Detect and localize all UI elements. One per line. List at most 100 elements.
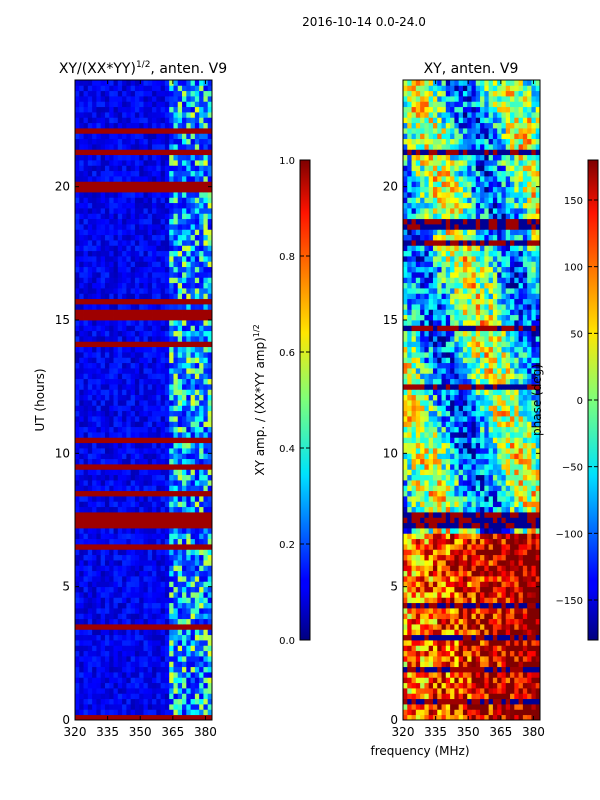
amplitude-cell bbox=[207, 437, 212, 444]
amplitude-cell bbox=[100, 618, 106, 625]
phase-cell bbox=[527, 634, 532, 641]
amplitude-cell bbox=[75, 192, 80, 198]
amplitude-cell bbox=[203, 698, 209, 705]
amplitude-cell bbox=[164, 549, 170, 556]
phase-cell bbox=[492, 677, 498, 684]
amplitude-cell bbox=[79, 272, 84, 278]
amplitude-cell bbox=[160, 522, 166, 529]
amplitude-cell bbox=[147, 576, 153, 582]
amplitude-cell bbox=[182, 170, 187, 177]
amplitude-cell bbox=[169, 640, 174, 646]
amplitude-cell bbox=[130, 293, 136, 300]
amplitude-cell bbox=[207, 709, 212, 716]
amplitude-cell bbox=[92, 117, 97, 124]
amplitude-cell bbox=[173, 586, 179, 593]
amplitude-cell bbox=[92, 282, 97, 289]
amplitude-cell bbox=[87, 544, 93, 550]
amplitude-cell bbox=[199, 496, 204, 502]
amplitude-cell bbox=[182, 554, 187, 561]
amplitude-cell bbox=[173, 496, 179, 502]
amplitude-cell bbox=[134, 245, 140, 252]
amplitude-cell bbox=[143, 176, 149, 182]
amplitude-cell bbox=[186, 485, 191, 492]
phase-cell bbox=[411, 592, 417, 598]
amplitude-cell bbox=[96, 224, 102, 230]
amplitude-cell bbox=[203, 266, 209, 273]
amplitude-cell bbox=[75, 528, 80, 534]
amplitude-cell bbox=[186, 282, 191, 289]
amplitude-cell bbox=[100, 682, 106, 689]
amplitude-cell bbox=[164, 165, 170, 172]
amplitude-cell bbox=[96, 394, 102, 401]
phase-cell bbox=[522, 661, 528, 668]
amplitude-cell bbox=[139, 85, 144, 92]
amplitude-cell bbox=[182, 112, 187, 118]
amplitude-cell bbox=[190, 128, 196, 134]
amplitude-cell bbox=[134, 496, 140, 502]
amplitude-cell bbox=[199, 453, 204, 460]
amplitude-cell bbox=[160, 421, 166, 428]
amplitude-cell bbox=[109, 293, 114, 300]
amplitude-cell bbox=[117, 512, 123, 518]
amplitude-cell bbox=[190, 160, 196, 166]
phase-cell bbox=[505, 629, 511, 636]
amplitude-cell bbox=[130, 442, 136, 449]
amplitude-cell bbox=[160, 517, 166, 524]
amplitude-cell bbox=[83, 709, 89, 716]
amplitude-cell bbox=[122, 261, 127, 268]
phase-cell bbox=[467, 581, 472, 588]
phase-cell bbox=[475, 554, 481, 561]
amplitude-cell bbox=[164, 464, 170, 470]
phase-cell bbox=[535, 666, 540, 673]
amplitude-colorbar-gradient bbox=[299, 159, 311, 641]
phase-cell bbox=[501, 640, 507, 646]
phase-cell bbox=[415, 570, 421, 577]
amplitude-cell bbox=[186, 549, 191, 556]
phase-cell bbox=[475, 592, 481, 598]
phase-cell bbox=[488, 624, 494, 630]
phase-cell bbox=[484, 677, 490, 684]
amplitude-cell bbox=[147, 640, 153, 646]
amplitude-cell bbox=[152, 346, 157, 353]
amplitude-cell bbox=[147, 250, 153, 257]
amplitude-cell bbox=[134, 256, 140, 262]
amplitude-cell bbox=[75, 432, 80, 438]
amplitude-cell bbox=[122, 341, 127, 348]
phase-cell bbox=[411, 640, 417, 646]
amplitude-cell bbox=[113, 325, 119, 332]
phase-cell bbox=[467, 592, 472, 598]
amplitude-cell bbox=[134, 373, 140, 380]
amplitude-cell bbox=[177, 677, 183, 684]
phase-cell bbox=[454, 602, 460, 609]
amplitude-cell bbox=[203, 538, 209, 545]
phase-cell bbox=[458, 618, 464, 625]
amplitude-cell bbox=[117, 346, 123, 353]
amplitude-cell bbox=[160, 261, 166, 268]
amplitude-cell bbox=[177, 410, 183, 417]
amplitude-cell bbox=[100, 186, 106, 193]
amplitude-cell bbox=[147, 122, 153, 129]
amplitude-cell bbox=[134, 485, 140, 492]
amplitude-cell bbox=[194, 640, 200, 646]
amplitude-cell bbox=[203, 293, 209, 300]
amplitude-cell bbox=[169, 202, 174, 209]
phase-cell bbox=[407, 538, 412, 545]
amplitude-cell bbox=[83, 538, 89, 545]
amplitude-cell bbox=[173, 592, 179, 598]
phase-cell bbox=[492, 672, 498, 678]
amplitude-cell bbox=[113, 698, 119, 705]
amplitude-cell bbox=[122, 133, 127, 140]
amplitude-cell bbox=[169, 592, 174, 598]
amplitude-cell bbox=[199, 202, 204, 209]
amplitude-cell bbox=[177, 325, 183, 332]
amplitude-cell bbox=[126, 261, 132, 268]
amplitude-cell bbox=[100, 330, 106, 337]
amplitude-cell bbox=[87, 554, 93, 561]
amplitude-cell bbox=[199, 389, 204, 396]
phase-cell bbox=[522, 570, 528, 577]
phase-cell bbox=[527, 709, 532, 716]
phase-cell bbox=[480, 586, 485, 593]
amplitude-cell bbox=[156, 384, 162, 390]
phase-cell bbox=[407, 618, 412, 625]
phase-cell bbox=[450, 538, 455, 545]
